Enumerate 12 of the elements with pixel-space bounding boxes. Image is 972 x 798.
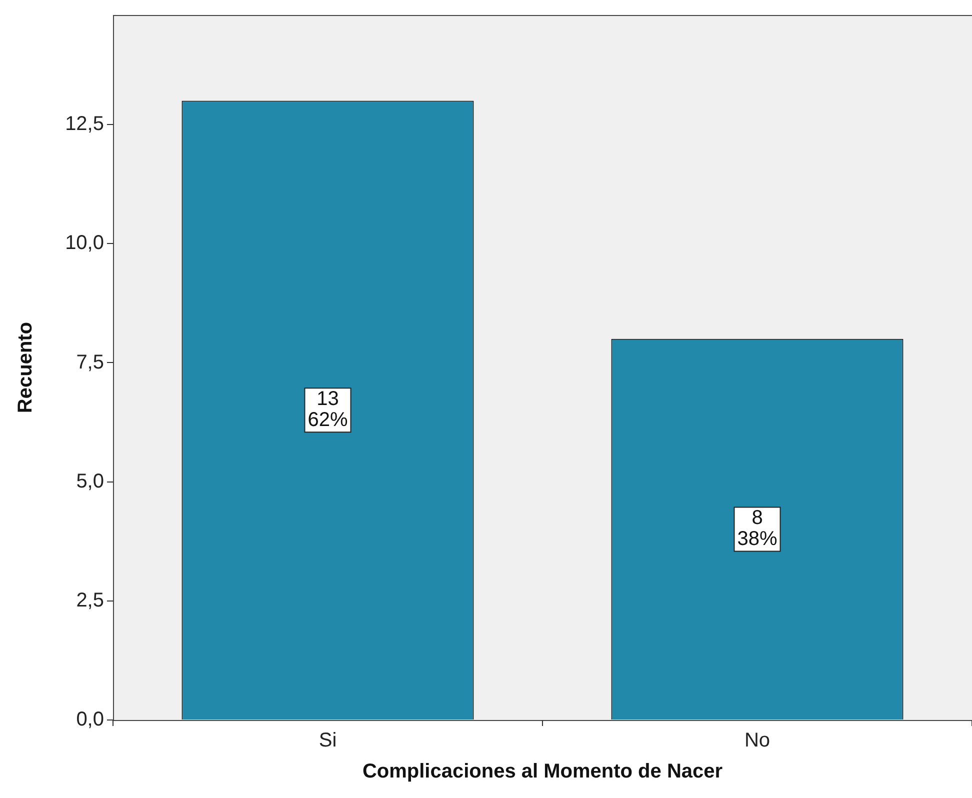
x-tick-label: Si <box>318 730 337 752</box>
data-label: 8 38% <box>737 507 778 550</box>
y-tick-label: 0,0 <box>76 708 104 731</box>
data-label: 13 62% <box>308 388 348 432</box>
y-tick-label: 7,5 <box>76 351 104 374</box>
y-tick-label: 2,5 <box>76 589 104 612</box>
y-tick-label: 5,0 <box>76 470 104 492</box>
y-tick-label: 10,0 <box>65 232 104 254</box>
x-tick-label: No <box>744 730 770 752</box>
y-axis-title: Recuento <box>14 322 37 414</box>
x-axis-title: Complicaciones al Momento de Nacer <box>362 760 723 783</box>
y-tick-label: 12,5 <box>65 113 104 136</box>
